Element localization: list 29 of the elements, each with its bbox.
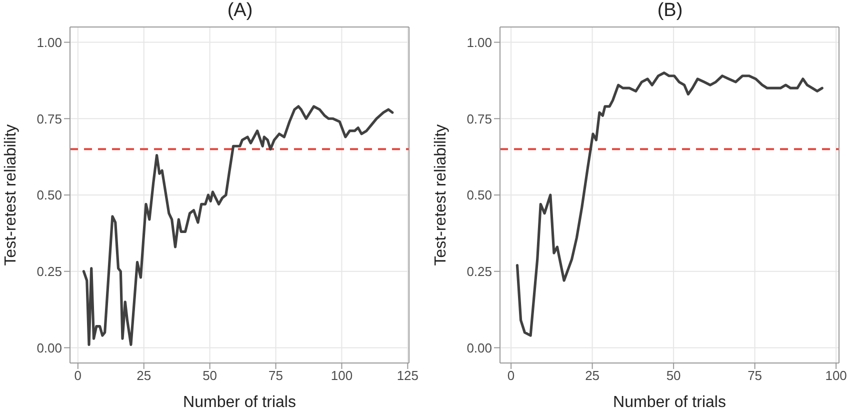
line-series — [82, 105, 394, 346]
y-tick-label: 0.75 — [36, 111, 62, 126]
y-tick-label: 0.50 — [466, 188, 492, 203]
x-tick-label: 100 — [330, 368, 353, 384]
x-tick-label: 75 — [268, 368, 284, 384]
y-tick-label: 0.50 — [36, 188, 62, 203]
y-tick-label: 1.00 — [36, 34, 62, 50]
y-tick-label: 0.25 — [466, 264, 492, 279]
x-tick-label: 75 — [748, 368, 762, 384]
x-tick-label: 100 — [825, 368, 847, 384]
y-tick-label: 0.25 — [36, 264, 62, 279]
x-tick-label: 25 — [585, 368, 600, 384]
x-tick-label: 50 — [666, 368, 681, 384]
x-axis-title: Number of trials — [183, 394, 296, 411]
y-tick-label: 0.75 — [466, 111, 492, 126]
chart-title: (B) — [656, 0, 684, 22]
y-tick-label: 0.00 — [36, 340, 62, 356]
x-tick-label: 50 — [202, 368, 218, 384]
x-tick-label: 25 — [136, 368, 152, 384]
line-series — [516, 72, 824, 337]
y-axis-title: Test-retest reliability — [432, 124, 450, 266]
y-tick-label: 1.00 — [466, 34, 492, 50]
chart-title: (A) — [226, 0, 254, 22]
x-axis-title: Number of trials — [613, 394, 726, 411]
x-tick-label: 0 — [507, 368, 515, 384]
y-axis-title: Test-retest reliability — [2, 124, 20, 266]
x-tick-label: 125 — [396, 368, 419, 384]
y-tick-label: 0.00 — [466, 340, 492, 356]
x-tick-label: 0 — [74, 368, 82, 384]
